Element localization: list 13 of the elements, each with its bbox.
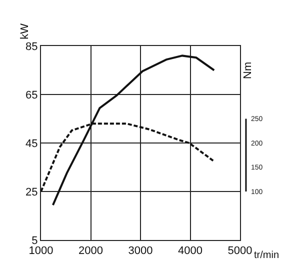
y-tick-label: 65 [26, 89, 38, 102]
y-tick-label: 45 [26, 138, 38, 150]
x-tick-label: 2000 [78, 245, 103, 258]
y-tick-label: 85 [26, 40, 38, 53]
y-axis-title: kW [18, 22, 31, 40]
x-tick-label: 1000 [28, 245, 54, 258]
x-tick-label: 5000 [228, 245, 252, 258]
y-tick-label: 5 [32, 234, 38, 247]
y-tick-label: 25 [26, 186, 38, 198]
x-axis-title: tr/min [254, 250, 279, 261]
y2-axis-title: Nm [242, 62, 254, 79]
x-tick-label: 4000 [178, 245, 202, 258]
x-tick-label: 3000 [128, 245, 153, 258]
